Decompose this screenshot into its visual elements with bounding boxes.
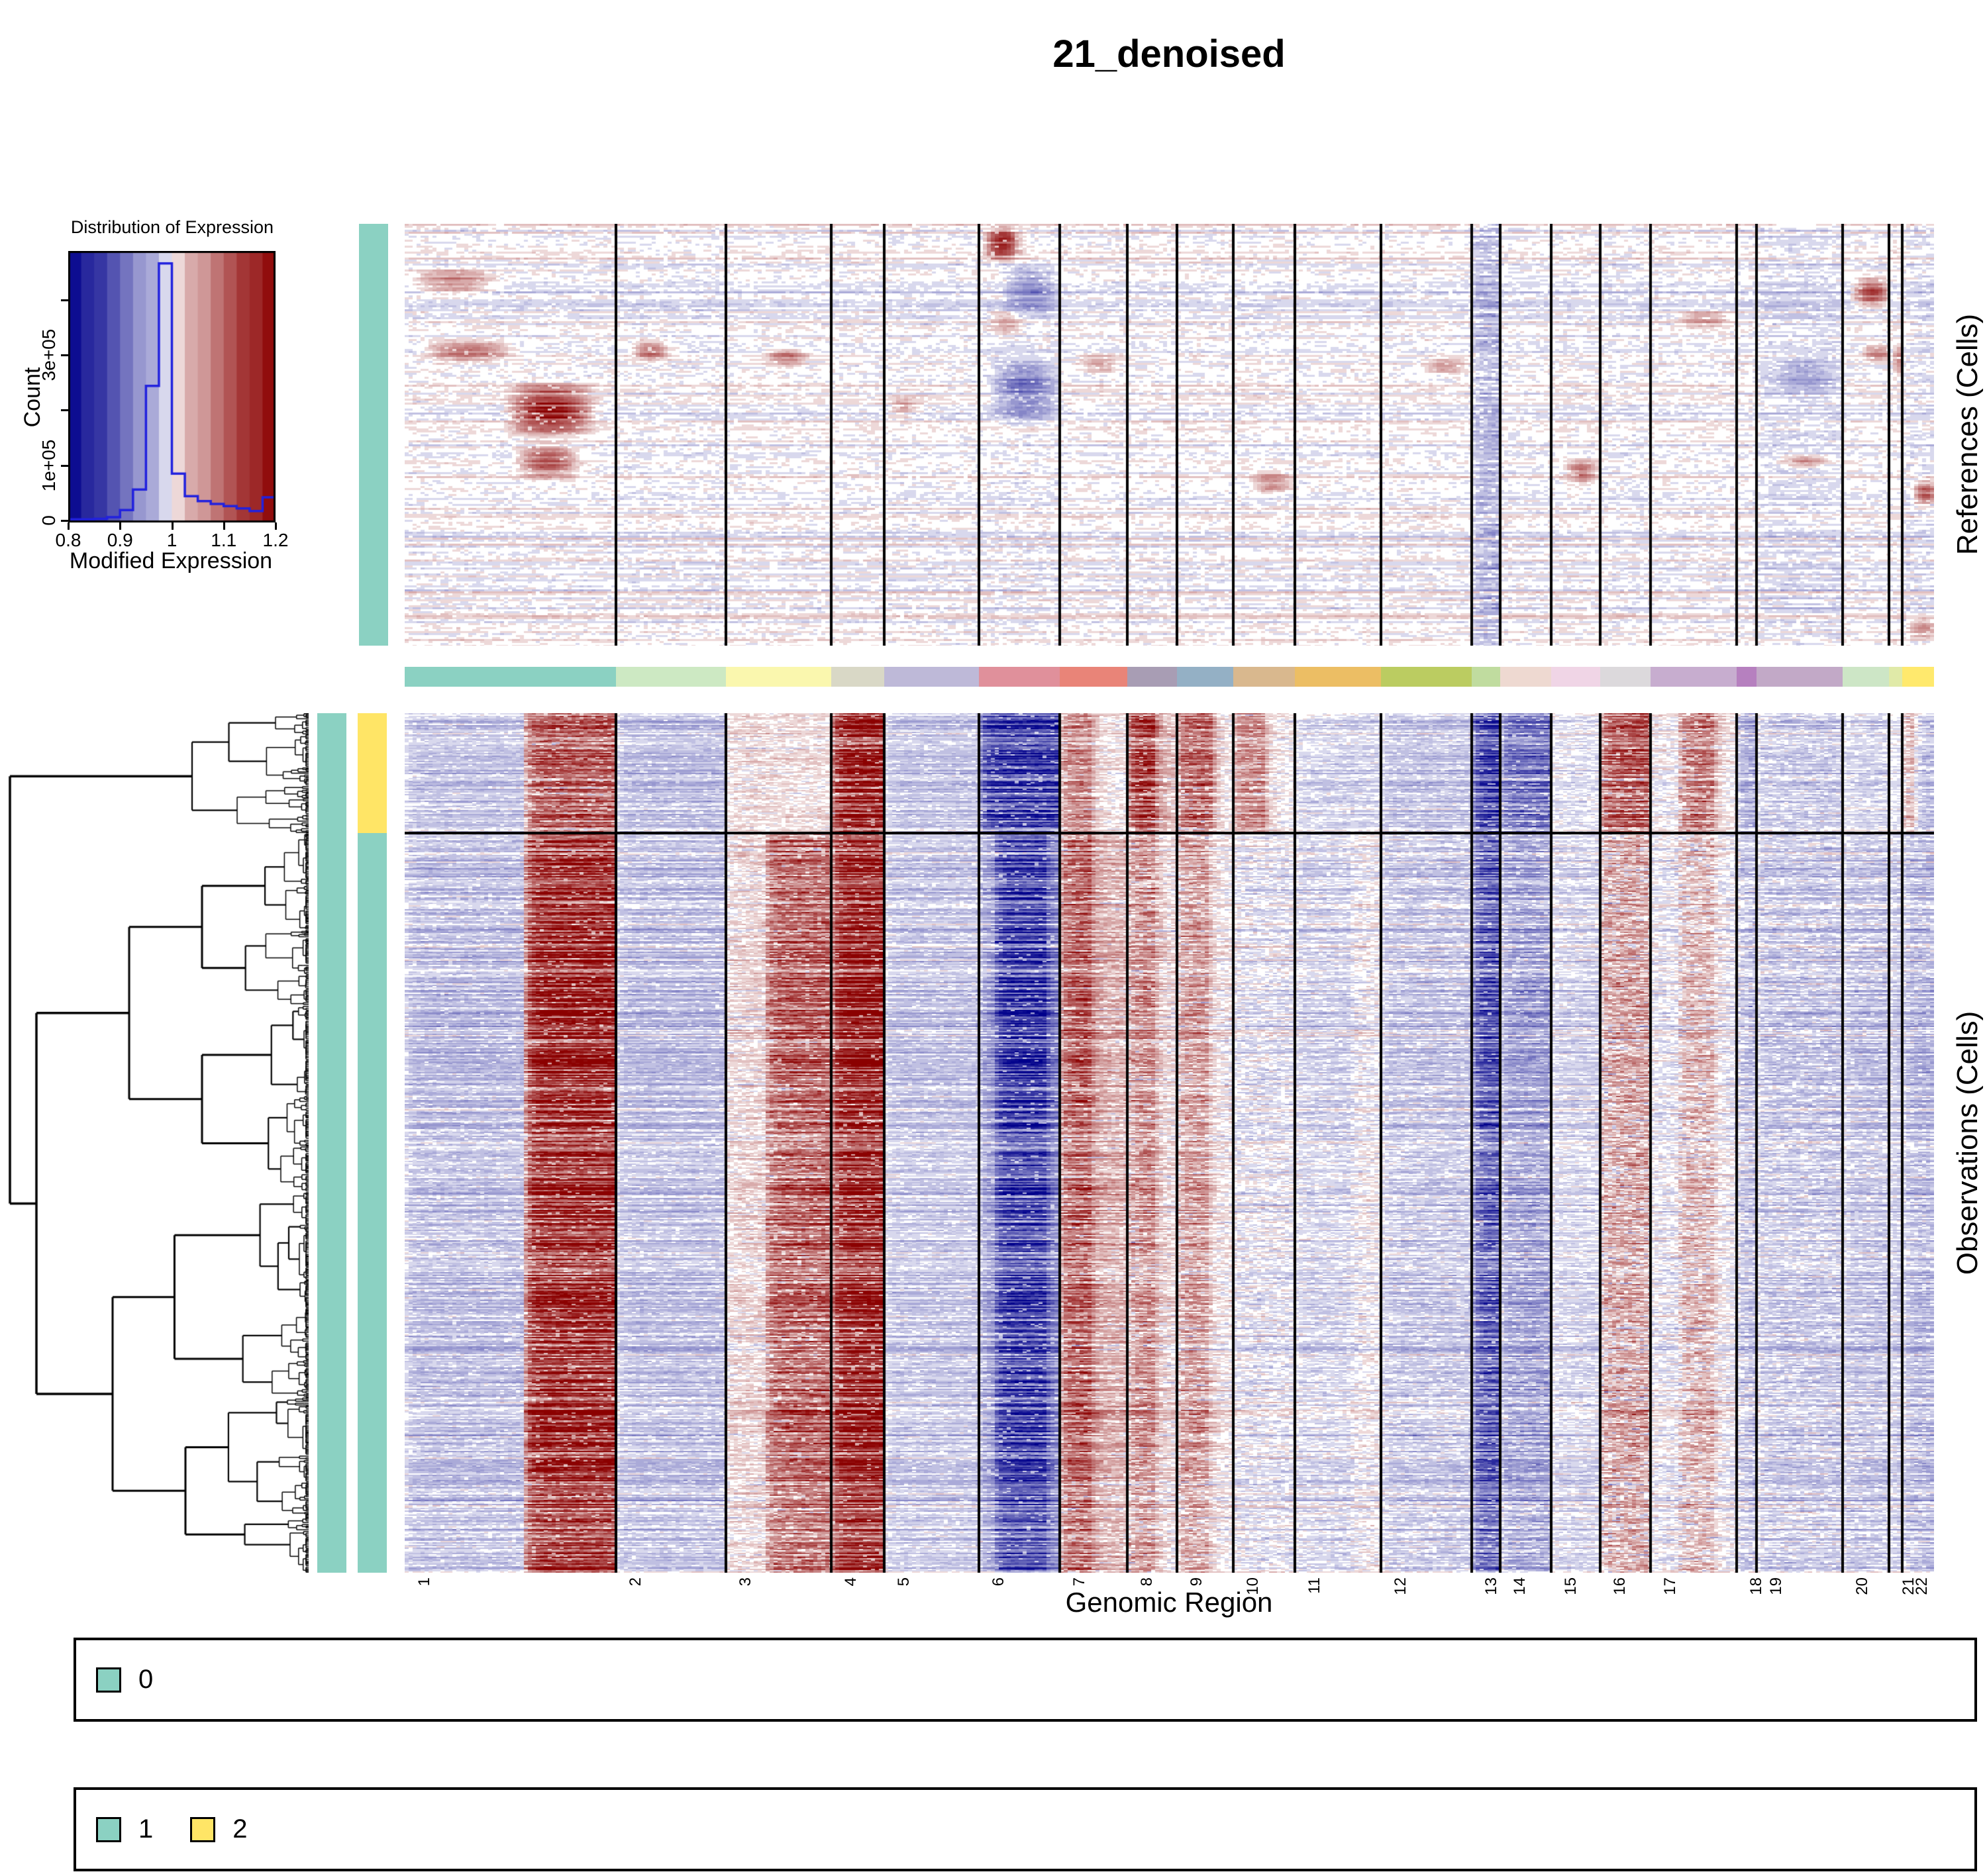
- chromosome-color-13: [1472, 667, 1500, 687]
- hist-x-tick: [171, 522, 174, 530]
- count-axis-label: Count: [20, 367, 45, 428]
- hist-x-tick-label: 0.9: [107, 530, 133, 550]
- modified-expression-axis-label: Modified Expression: [69, 548, 273, 573]
- chromosome-color-18: [1737, 667, 1757, 687]
- chromosome-color-17: [1651, 667, 1737, 687]
- chromosome-color-14: [1500, 667, 1551, 687]
- chromosome-color-6: [979, 667, 1060, 687]
- hist-x-tick-label: 1.2: [262, 530, 289, 550]
- plot-title: 21_denoised: [1052, 32, 1286, 75]
- chromosome-color-16: [1600, 667, 1651, 687]
- hist-y-tick-label: 1e+05: [38, 439, 59, 492]
- chromosome-label-9: 9: [1188, 1577, 1205, 1587]
- chromosome-color-7: [1060, 667, 1127, 687]
- expression-legend-title: Distribution of Expression: [70, 217, 274, 237]
- group-0-label: 0: [138, 1665, 154, 1694]
- observations-heatmap: [405, 713, 1934, 1573]
- chromosome-color-8: [1127, 667, 1177, 687]
- dendrogram: [0, 713, 311, 1573]
- chromosome-color-11: [1295, 667, 1381, 687]
- hist-x-tick: [275, 522, 277, 530]
- chromosome-label-6: 6: [990, 1577, 1007, 1587]
- observations-annotation-bar: [317, 713, 346, 1573]
- chromosome-label-3: 3: [737, 1577, 754, 1587]
- chromosome-color-12: [1381, 667, 1472, 687]
- group-1-swatch: [96, 1816, 121, 1842]
- hist-x-tick: [223, 522, 225, 530]
- chromosome-label-20: 20: [1853, 1577, 1871, 1595]
- genomic-region-axis-label: Genomic Region: [1065, 1587, 1273, 1618]
- hist-x-tick: [68, 522, 70, 530]
- chromosome-color-10: [1233, 667, 1295, 687]
- chromosome-color-15: [1551, 667, 1600, 687]
- chromosome-color-22: [1902, 667, 1934, 687]
- hist-y-tick: [61, 464, 68, 467]
- references-axis-label: References (Cells): [1951, 313, 1984, 556]
- hist-y-tick: [61, 299, 68, 301]
- chromosome-label-8: 8: [1138, 1577, 1156, 1587]
- references-heatmap: [405, 224, 1934, 646]
- chromosome-label-4: 4: [842, 1577, 860, 1587]
- chromosome-color-2: [616, 667, 726, 687]
- chromosome-label-22: 22: [1913, 1577, 1931, 1595]
- chromosome-color-3: [726, 667, 831, 687]
- chromosome-label-5: 5: [895, 1577, 913, 1587]
- chromosome-color-9: [1177, 667, 1233, 687]
- hist-y-tick: [61, 409, 68, 412]
- hist-y-tick-label: 0: [38, 515, 59, 526]
- chromosome-color-4: [831, 667, 884, 687]
- hist-x-tick-label: 0.8: [55, 530, 81, 550]
- chromosome-label-2: 2: [627, 1577, 644, 1587]
- hist-x-tick-label: 1.1: [211, 530, 237, 550]
- hist-x-tick-label: 1: [166, 530, 178, 550]
- chromosome-color-1: [405, 667, 616, 687]
- chromosome-color-bar: [405, 667, 1934, 687]
- group-0-swatch: [96, 1667, 121, 1693]
- observations-group-legend: 1 2: [74, 1787, 1977, 1871]
- chromosome-color-19: [1757, 667, 1843, 687]
- chromosome-color-5: [884, 667, 979, 687]
- chromosome-color-21: [1889, 667, 1902, 687]
- group-2-swatch: [190, 1816, 216, 1842]
- observations-subcluster-bar-group2: [358, 713, 387, 833]
- group-1-label: 1: [138, 1814, 154, 1844]
- group-2-label: 2: [232, 1814, 248, 1844]
- hist-y-tick: [61, 354, 68, 357]
- observations-axis-label: Observations (Cells): [1951, 1011, 1984, 1275]
- hist-x-tick: [119, 522, 122, 530]
- chromosome-color-20: [1843, 667, 1889, 687]
- chromosome-label-1: 1: [415, 1577, 433, 1587]
- hist-y-tick: [61, 520, 68, 522]
- expression-histogram: [68, 251, 276, 522]
- references-annotation-bar: [359, 224, 388, 646]
- observations-subcluster-bar-group1: [358, 833, 387, 1573]
- chromosome-label-7: 7: [1070, 1577, 1088, 1587]
- references-group-legend: 0: [74, 1638, 1977, 1722]
